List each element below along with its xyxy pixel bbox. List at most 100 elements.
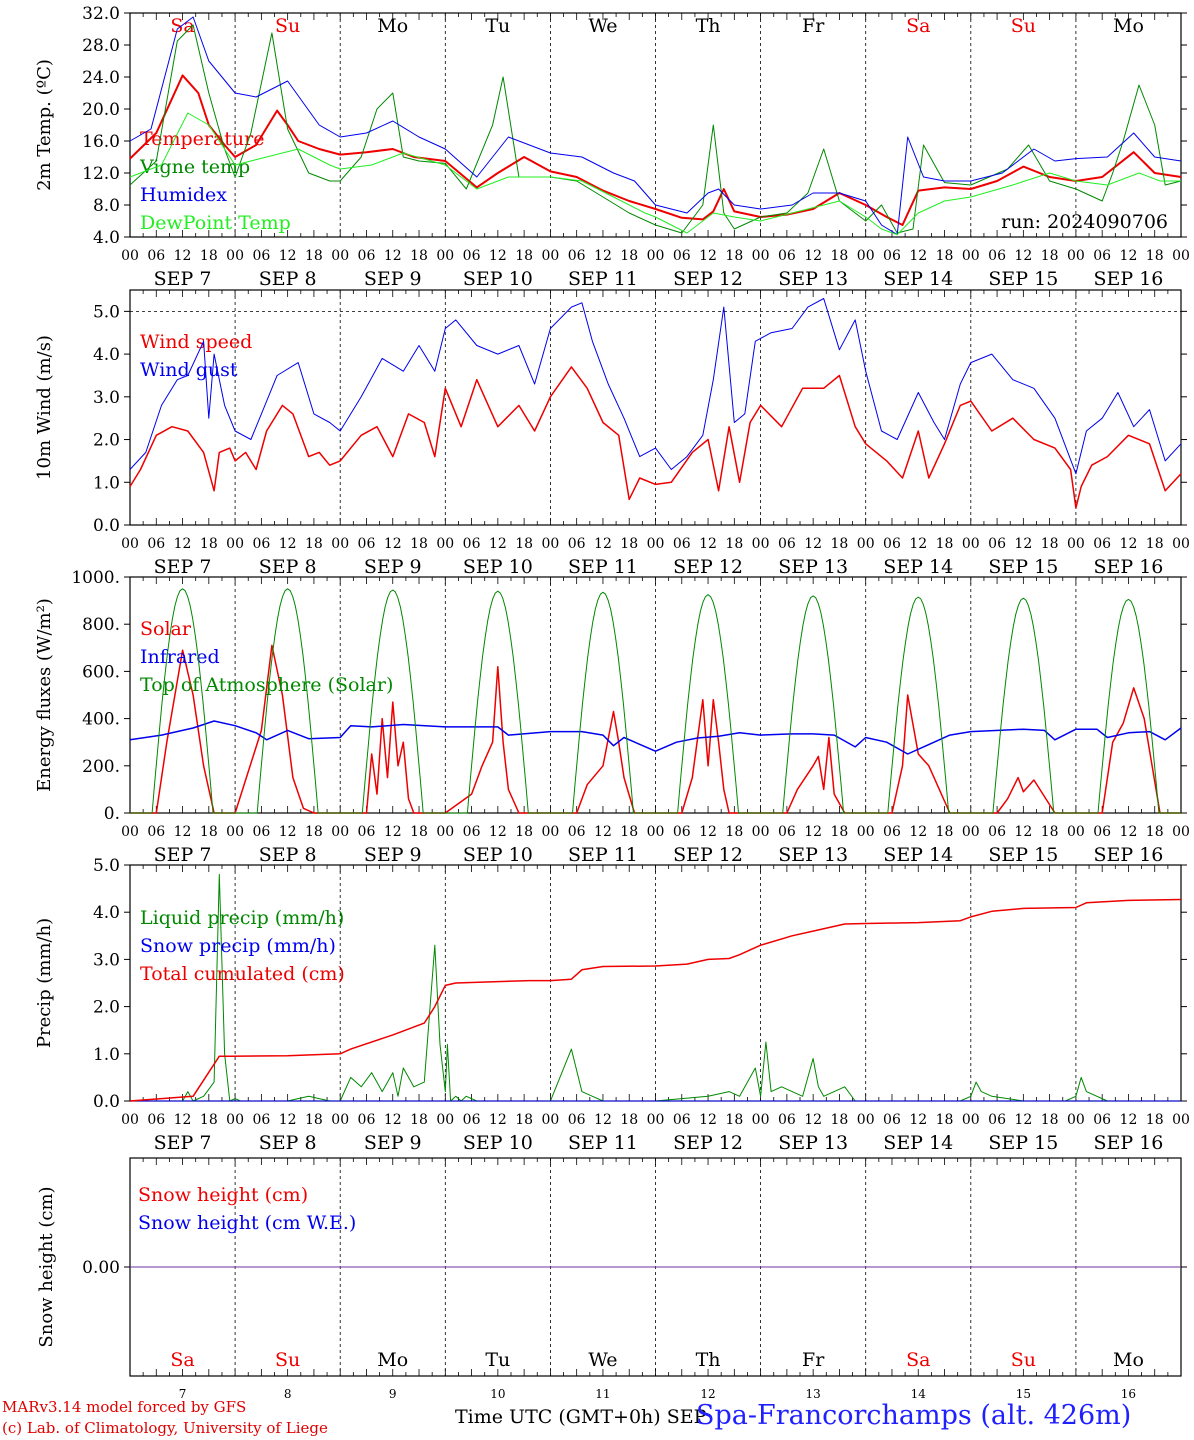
snow-weekday-label: We — [588, 1349, 617, 1371]
temp-date-label: SEP 9 — [364, 268, 422, 290]
temp-hour-tick-label: 00 — [331, 248, 349, 264]
wind-date-label: SEP 14 — [883, 556, 953, 578]
snow-day-number: 10 — [490, 1387, 505, 1401]
temp-y-tick-label: 32.0 — [82, 4, 120, 24]
energy-hour-tick-label: 00 — [121, 824, 139, 840]
precip-y-axis-title: Precip (mm/h) — [34, 918, 55, 1048]
temp-y-tick-label: 24.0 — [82, 68, 120, 88]
energy-hour-tick-label: 00 — [857, 824, 875, 840]
energy-hour-tick-label: 18 — [620, 824, 638, 840]
energy-date-label: SEP 8 — [259, 844, 317, 866]
temp-hour-tick-label: 12 — [489, 248, 507, 264]
wind-hour-tick-label: 00 — [1172, 536, 1190, 552]
temp-hour-tick-label: 12 — [909, 248, 927, 264]
temp-date-label: SEP 16 — [1094, 268, 1164, 290]
temp-hour-tick-label: 06 — [358, 248, 376, 264]
temp-y-axis-title: 2m Temp. (ºC) — [34, 59, 55, 191]
energy-date-label: SEP 12 — [673, 844, 743, 866]
precip-date-label: SEP 13 — [778, 1132, 848, 1154]
energy-hour-tick-label: 06 — [252, 824, 270, 840]
energy-hour-tick-label: 18 — [515, 824, 533, 840]
precip-hour-tick-label: 06 — [883, 1112, 901, 1128]
wind-hour-tick-label: 00 — [1067, 536, 1085, 552]
temp-hour-tick-label: 18 — [305, 248, 323, 264]
snow-day-number: 12 — [700, 1387, 715, 1401]
energy-date-label: SEP 13 — [778, 844, 848, 866]
temp-hour-tick-label: 06 — [252, 248, 270, 264]
temp-hour-tick-label: 12 — [699, 248, 717, 264]
energy-y-tick-label: 1000. — [71, 568, 120, 588]
temp-hour-tick-label: 06 — [673, 248, 691, 264]
temp-hour-tick-label: 12 — [279, 248, 297, 264]
snow-day-number: 16 — [1121, 1387, 1136, 1401]
energy-hour-tick-label: 06 — [147, 824, 165, 840]
temp-hour-tick-label: 18 — [515, 248, 533, 264]
temp-weekday-label: We — [588, 15, 617, 37]
temp-hour-tick-label: 18 — [725, 248, 743, 264]
snow-day-number: 11 — [595, 1387, 610, 1401]
wind-hour-tick-label: 06 — [1093, 536, 1111, 552]
wind-y-tick-label: 2.0 — [93, 431, 120, 451]
wind-hour-tick-label: 06 — [463, 536, 481, 552]
wind-y-axis-title: 10m Wind (m/s) — [34, 335, 55, 480]
temp-x-ticks — [129, 13, 1182, 237]
temp-date-label: SEP 7 — [154, 268, 212, 290]
wind-hour-tick-label: 00 — [541, 536, 559, 552]
x-axis-title: Time UTC (GMT+0h) SEP — [455, 1406, 707, 1428]
temp-weekday-label: Sa — [906, 15, 930, 37]
temp-hour-tick-label: 06 — [778, 248, 796, 264]
model-credit: MARv3.14 model forced by GFS — [2, 1398, 247, 1416]
energy-hour-tick-label: 06 — [988, 824, 1006, 840]
energy-hour-tick-label: 06 — [883, 824, 901, 840]
energy-hour-tick-label: 12 — [1120, 824, 1138, 840]
temp-hour-tick-label: 06 — [568, 248, 586, 264]
wind-hour-tick-label: 12 — [279, 536, 297, 552]
energy-legend-entry: Top of Atmosphere (Solar) — [140, 674, 393, 696]
precip-hour-tick-label: 00 — [1172, 1112, 1190, 1128]
precip-x-ticks — [129, 865, 1182, 1101]
energy-series-top-of-atmosphere-solar — [130, 588, 1181, 814]
temp-legend-entry: DewPoint Temp — [140, 212, 291, 234]
precip-series-total-cumulated-cm — [129, 898, 1182, 1102]
precip-date-label: SEP 10 — [463, 1132, 533, 1154]
wind-hour-tick-label: 06 — [778, 536, 796, 552]
temp-series-temperature — [129, 74, 1182, 226]
precip-hour-tick-label: 12 — [1014, 1112, 1032, 1128]
wind-hour-tick-label: 18 — [410, 536, 428, 552]
temp-hour-tick-label: 12 — [1120, 248, 1138, 264]
snow-y-axis-title: Snow height (cm) — [36, 1186, 57, 1347]
wind-hour-tick-label: 12 — [699, 536, 717, 552]
wind-hour-tick-label: 12 — [909, 536, 927, 552]
wind-hour-tick-label: 06 — [883, 536, 901, 552]
precip-hour-tick-label: 12 — [384, 1112, 402, 1128]
wind-hour-tick-label: 00 — [962, 536, 980, 552]
precip-y-tick-label: 4.0 — [93, 903, 120, 923]
temp-hour-tick-label: 18 — [936, 248, 954, 264]
temp-legend-entry: Vigne temp — [139, 156, 250, 178]
energy-hour-tick-label: 18 — [936, 824, 954, 840]
energy-hour-tick-label: 18 — [1146, 824, 1164, 840]
wind-hour-tick-label: 18 — [725, 536, 743, 552]
snow-day-number: 13 — [806, 1387, 821, 1401]
precip-hour-tick-label: 12 — [699, 1112, 717, 1128]
precip-hour-tick-label: 06 — [463, 1112, 481, 1128]
energy-legend-entry: Infrared — [140, 646, 220, 668]
snow-weekday-label: Mo — [1113, 1349, 1144, 1371]
precip-hour-tick-label: 12 — [279, 1112, 297, 1128]
precip-hour-tick-label: 00 — [752, 1112, 770, 1128]
temp-series-vigne-temp — [129, 24, 1182, 234]
energy-hour-tick-label: 06 — [568, 824, 586, 840]
precip-hour-tick-label: 06 — [988, 1112, 1006, 1128]
precip-hour-tick-label: 18 — [1146, 1112, 1164, 1128]
precip-date-label: SEP 16 — [1094, 1132, 1164, 1154]
precip-hour-tick-label: 00 — [647, 1112, 665, 1128]
precip-hour-tick-label: 00 — [331, 1112, 349, 1128]
wind-hour-tick-label: 06 — [568, 536, 586, 552]
energy-y-tick-label: 800. — [82, 615, 120, 635]
wind-hour-tick-label: 12 — [1120, 536, 1138, 552]
wind-date-label: SEP 11 — [568, 556, 638, 578]
temp-run-annotation: run: 2024090706 — [1001, 211, 1168, 233]
temp-hour-tick-label: 18 — [620, 248, 638, 264]
temp-hour-tick-label: 12 — [804, 248, 822, 264]
